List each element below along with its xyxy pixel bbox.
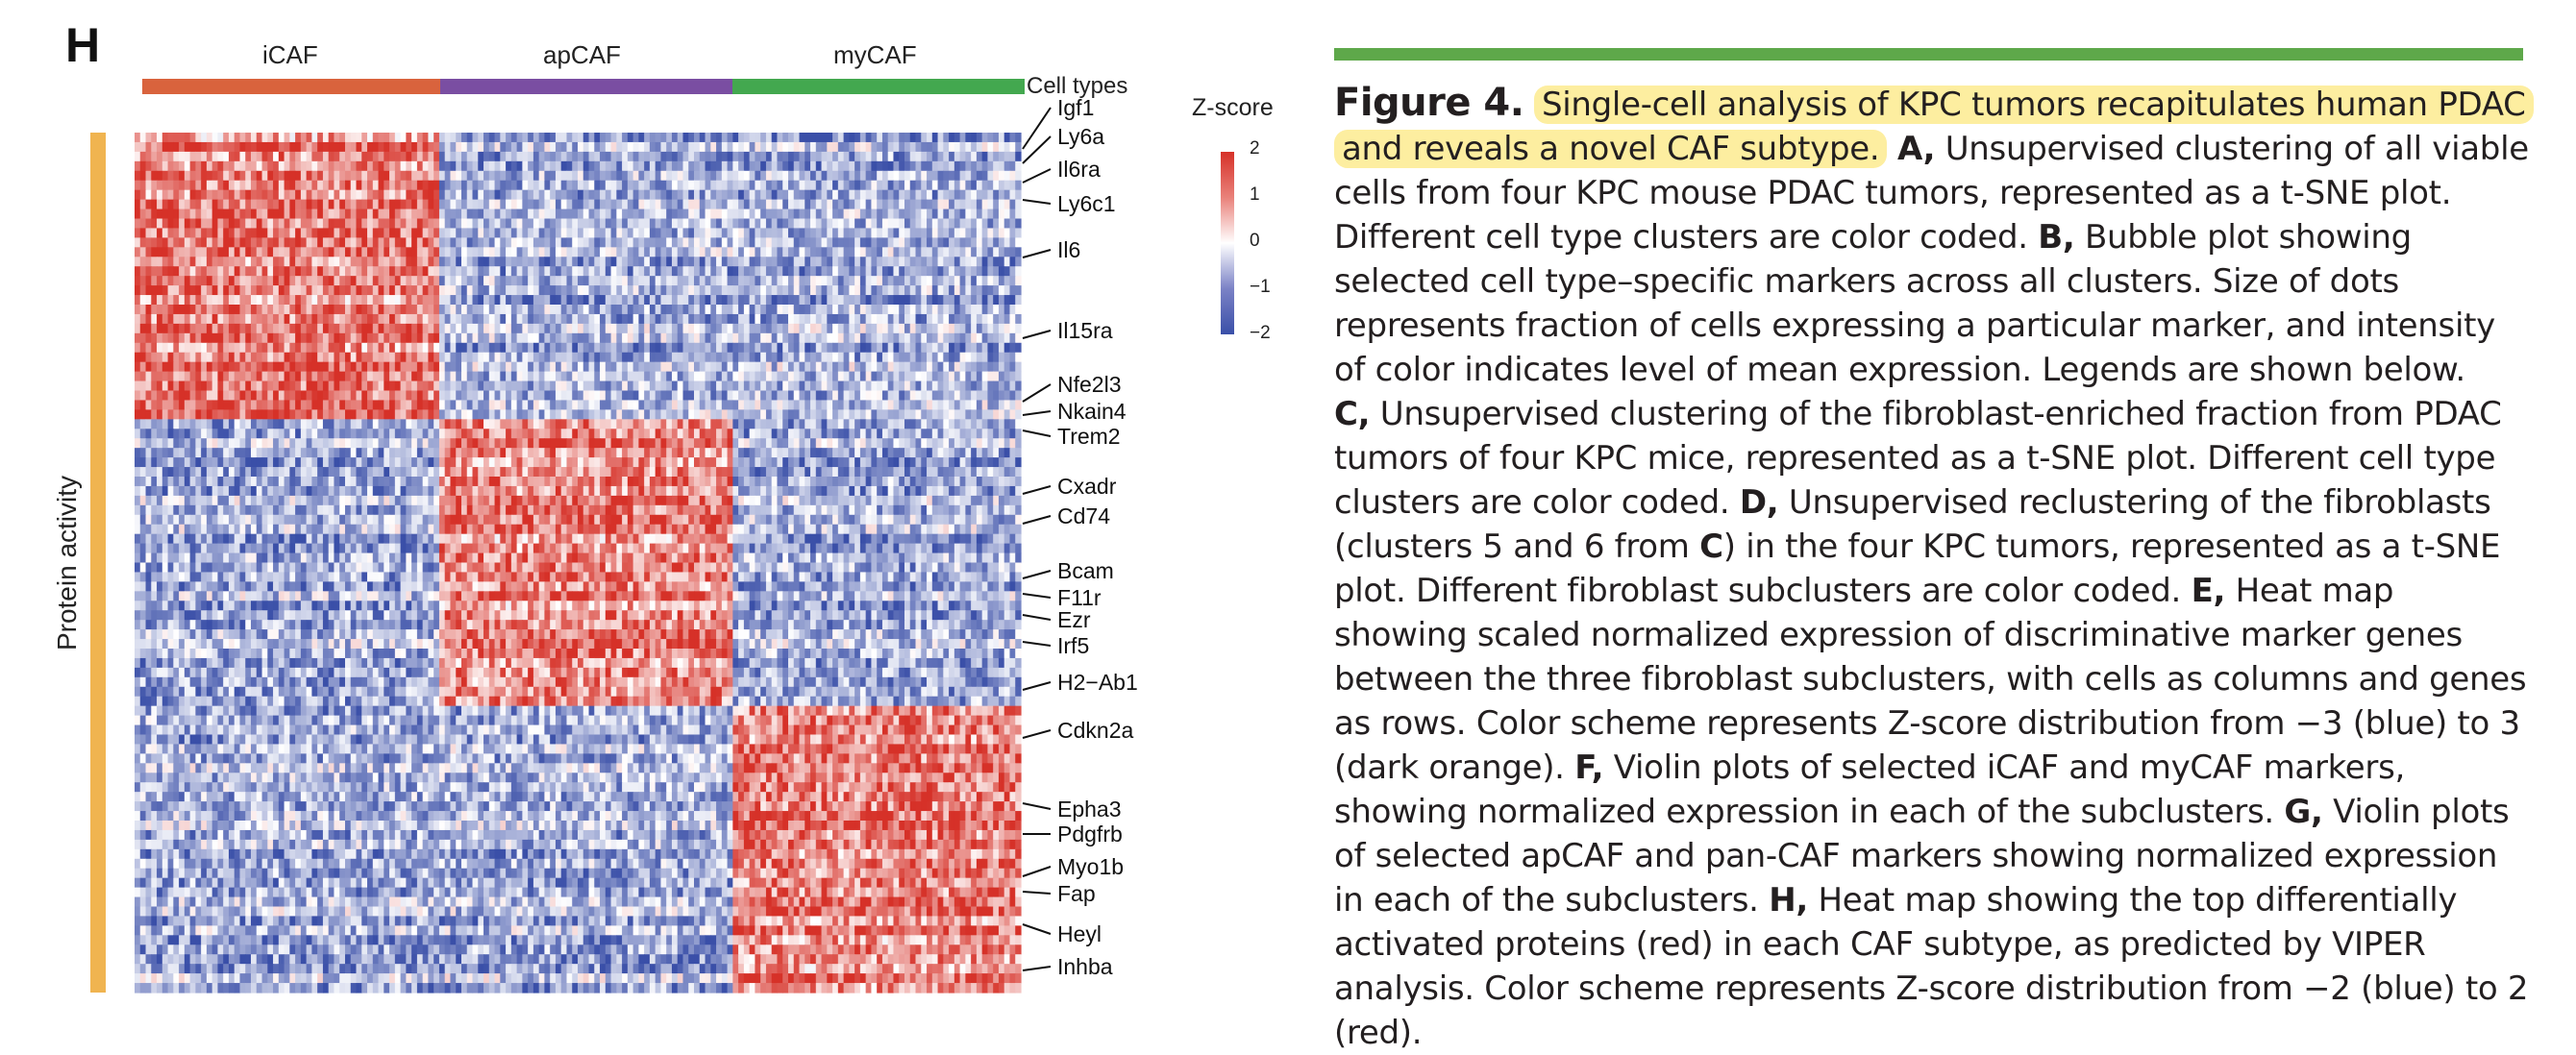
caption-part-label: A, [1897,130,1935,168]
gene-label: Inhba [1057,954,1113,979]
heatmap-figure: Igf1Ly6aIl6raLy6c1Il6Il15raNfe2l3Nkain4T… [0,0,1326,1020]
gene-leader-line [1023,486,1051,494]
gene-leader-line [1023,136,1051,163]
gene-label: Bcam [1057,558,1114,583]
gene-label: Il6ra [1057,157,1101,182]
gene-leader-line [1023,924,1051,934]
gene-label: Ly6c1 [1057,191,1116,216]
gene-leader-line [1023,803,1051,809]
gene-leader-line [1023,516,1051,524]
legend-tick: 1 [1250,184,1260,206]
legend-tick: 2 [1250,138,1260,159]
cell-type-bar-mycaf [732,79,1025,94]
cell-type-label-apcaf: apCAF [543,40,621,70]
gene-leader-line [1023,730,1051,738]
gene-leader-line [1023,967,1051,970]
legend-tick: 0 [1250,231,1260,252]
caption-part-label: B, [2038,218,2074,257]
heatmap-cells [135,133,1022,994]
gene-leader-line [1023,200,1051,204]
gene-label: Ly6a [1057,124,1104,149]
gene-label: Pdgfrb [1057,822,1123,846]
header-rule [1334,48,2523,61]
gene-label: Irf5 [1057,633,1089,658]
gene-leader-line [1023,615,1051,620]
cell-type-label-icaf: iCAF [262,40,318,70]
legend-tick: −1 [1250,277,1271,298]
figure-label: Figure 4. [1334,81,1523,125]
gene-leader-line [1023,682,1051,690]
cell-type-label-mycaf: myCAF [833,40,917,70]
gene-leader-line [1023,642,1051,646]
gene-label: Il15ra [1057,318,1113,343]
caption-part-label: G, [2284,793,2322,831]
gene-label: Epha3 [1057,797,1122,822]
gene-label: Myo1b [1057,854,1124,879]
caption-part-label: H, [1769,881,1808,920]
gene-leader-line [1023,250,1051,258]
gene-label: Nkain4 [1057,399,1127,424]
cell-type-bar-apcaf [440,79,732,94]
protein-activity-label: Protein activity [52,476,83,650]
panel-letter: H [65,17,100,73]
gene-label: Cd74 [1057,503,1110,528]
gene-leader-line [1023,430,1051,436]
legend-title: Z-score [1192,94,1274,122]
gene-label: Heyl [1057,921,1102,946]
caption-part-label: F, [1574,748,1603,787]
gene-label: Fap [1057,881,1096,906]
cell-type-bar-icaf [142,79,440,94]
protein-activity-bar [90,133,106,993]
gene-label: Ezr [1057,607,1091,632]
gene-leader-line [1023,384,1051,402]
caption-part-label: C [1699,528,1723,566]
legend-color-bar [1221,152,1234,334]
figure-caption: Figure 4. Single-cell analysis of KPC tu… [1334,81,2536,1055]
caption-part-label: E, [2192,572,2226,610]
gene-leader-line [1023,108,1051,149]
gene-label: Il6 [1057,237,1080,262]
gene-label: Trem2 [1057,424,1121,449]
caption-part-label: D, [1740,483,1779,522]
gene-leader-line [1023,411,1051,415]
gene-label: H2−Ab1 [1057,670,1138,695]
gene-leader-line [1023,571,1051,578]
gene-label: Nfe2l3 [1057,372,1121,397]
gene-leader-line [1023,867,1051,876]
gene-leader-line [1023,892,1051,894]
caption-part-label: C, [1334,395,1370,433]
gene-label: Cdkn2a [1057,718,1133,743]
gene-label: Cxadr [1057,474,1117,499]
cell-types-caption: Cell types [1027,73,1127,100]
gene-leader-line [1023,169,1051,183]
legend-tick: −2 [1250,323,1271,344]
gene-leader-line [1023,594,1051,598]
gene-leader-line [1023,331,1051,338]
